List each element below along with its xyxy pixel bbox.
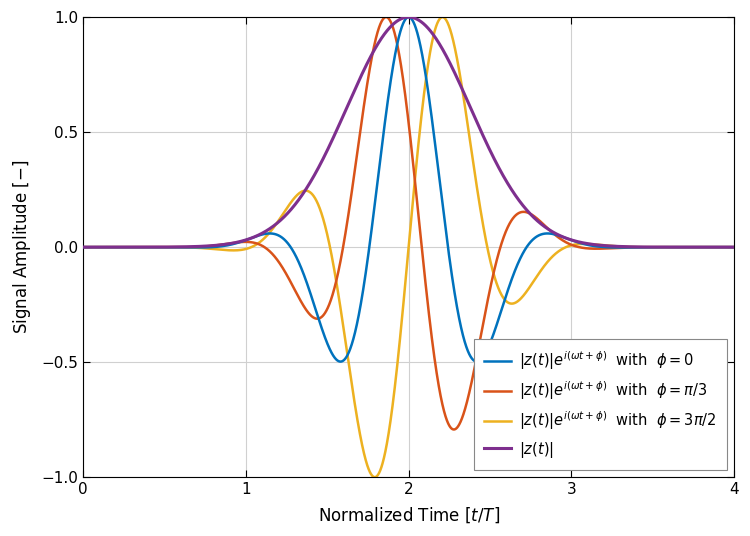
$|z(t)|e^{i(\omega t+\phi)}$  with  $\phi = \pi/3$ (730, 244, 739, 250)
$|z(t)|e^{i(\omega t+\phi)}$  with  $\phi = \pi/3$ (118, 244, 127, 250)
$|z(t)|$ (695, 244, 704, 250)
$|z(t)|e^{i(\omega t+\phi)}$  with  $\phi = 0$ (118, 244, 127, 250)
$|z(t)|$ (397, 16, 406, 22)
$|z(t)|e^{i(\omega t+\phi)}$  with  $\phi = 3\pi/2$ (397, 321, 406, 327)
$|z(t)|$ (106, 244, 115, 250)
$|z(t)|$ (730, 244, 739, 250)
X-axis label: Normalized Time $[t/T]$: Normalized Time $[t/T]$ (317, 505, 500, 525)
$|z(t)|e^{i(\omega t+\phi)}$  with  $\phi = 3\pi/2$ (206, 245, 215, 252)
$|z(t)|$ (79, 244, 88, 250)
$|z(t)|e^{i(\omega t+\phi)}$  with  $\phi = 3\pi/2$ (118, 244, 127, 250)
$|z(t)|$ (82, 244, 91, 250)
$|z(t)|e^{i(\omega t+\phi)}$  with  $\phi = \pi/3$ (382, 14, 391, 20)
$|z(t)|e^{i(\omega t+\phi)}$  with  $\phi = 0$ (206, 244, 215, 250)
$|z(t)|e^{i(\omega t+\phi)}$  with  $\phi = \pi/3$ (106, 244, 115, 250)
$|z(t)|e^{i(\omega t+\phi)}$  with  $\phi = \pi/3$ (449, 426, 458, 433)
$|z(t)|e^{i(\omega t+\phi)}$  with  $\phi = 0$ (82, 244, 91, 250)
$|z(t)|e^{i(\omega t+\phi)}$  with  $\phi = 3\pi/2$ (79, 244, 88, 250)
$|z(t)|e^{i(\omega t+\phi)}$  with  $\phi = 0$ (106, 244, 115, 250)
$|z(t)|e^{i(\omega t+\phi)}$  with  $\phi = 0$ (472, 359, 482, 365)
Line: $|z(t)|e^{i(\omega t+\phi)}$  with  $\phi = 0$: $|z(t)|e^{i(\omega t+\phi)}$ with $\phi … (83, 17, 734, 362)
$|z(t)|e^{i(\omega t+\phi)}$  with  $\phi = \pi/3$ (79, 244, 88, 250)
$|z(t)|e^{i(\omega t+\phi)}$  with  $\phi = \pi/3$ (397, 65, 406, 71)
$|z(t)|e^{i(\omega t+\phi)}$  with  $\phi = 0$ (404, 14, 413, 20)
$|z(t)|e^{i(\omega t+\phi)}$  with  $\phi = 3\pi/2$ (438, 14, 447, 20)
Legend: $|z(t)|e^{i(\omega t+\phi)}$  with  $\phi = 0$, $|z(t)|e^{i(\omega t+\phi)}$  wi: $|z(t)|e^{i(\omega t+\phi)}$ with $\phi … (474, 339, 727, 470)
$|z(t)|$ (404, 14, 413, 20)
$|z(t)|e^{i(\omega t+\phi)}$  with  $\phi = 3\pi/2$ (82, 244, 91, 250)
$|z(t)|e^{i(\omega t+\phi)}$  with  $\phi = \pi/3$ (82, 244, 91, 250)
$|z(t)|e^{i(\omega t+\phi)}$  with  $\phi = \pi/3$ (695, 244, 704, 250)
$|z(t)|$ (118, 244, 127, 250)
Y-axis label: Signal Amplitude $[-]$: Signal Amplitude $[-]$ (11, 160, 33, 334)
$|z(t)|e^{i(\omega t+\phi)}$  with  $\phi = 3\pi/2$ (370, 474, 380, 480)
$|z(t)|e^{i(\omega t+\phi)}$  with  $\phi = 3\pi/2$ (106, 244, 115, 250)
Line: $|z(t)|e^{i(\omega t+\phi)}$  with  $\phi = \pi/3$: $|z(t)|e^{i(\omega t+\phi)}$ with $\phi … (83, 17, 734, 429)
$|z(t)|e^{i(\omega t+\phi)}$  with  $\phi = 3\pi/2$ (695, 244, 704, 250)
$|z(t)|e^{i(\omega t+\phi)}$  with  $\phi = 0$ (730, 244, 739, 250)
$|z(t)|e^{i(\omega t+\phi)}$  with  $\phi = 0$ (397, 25, 406, 32)
Line: $|z(t)|$: $|z(t)|$ (83, 17, 734, 247)
$|z(t)|e^{i(\omega t+\phi)}$  with  $\phi = 0$ (695, 244, 704, 250)
$|z(t)|e^{i(\omega t+\phi)}$  with  $\phi = 0$ (79, 244, 88, 250)
$|z(t)|e^{i(\omega t+\phi)}$  with  $\phi = 3\pi/2$ (730, 244, 739, 250)
Line: $|z(t)|e^{i(\omega t+\phi)}$  with  $\phi = 3\pi/2$: $|z(t)|e^{i(\omega t+\phi)}$ with $\phi … (83, 17, 734, 477)
$|z(t)|e^{i(\omega t+\phi)}$  with  $\phi = \pi/3$ (206, 243, 215, 249)
$|z(t)|$ (206, 243, 215, 249)
